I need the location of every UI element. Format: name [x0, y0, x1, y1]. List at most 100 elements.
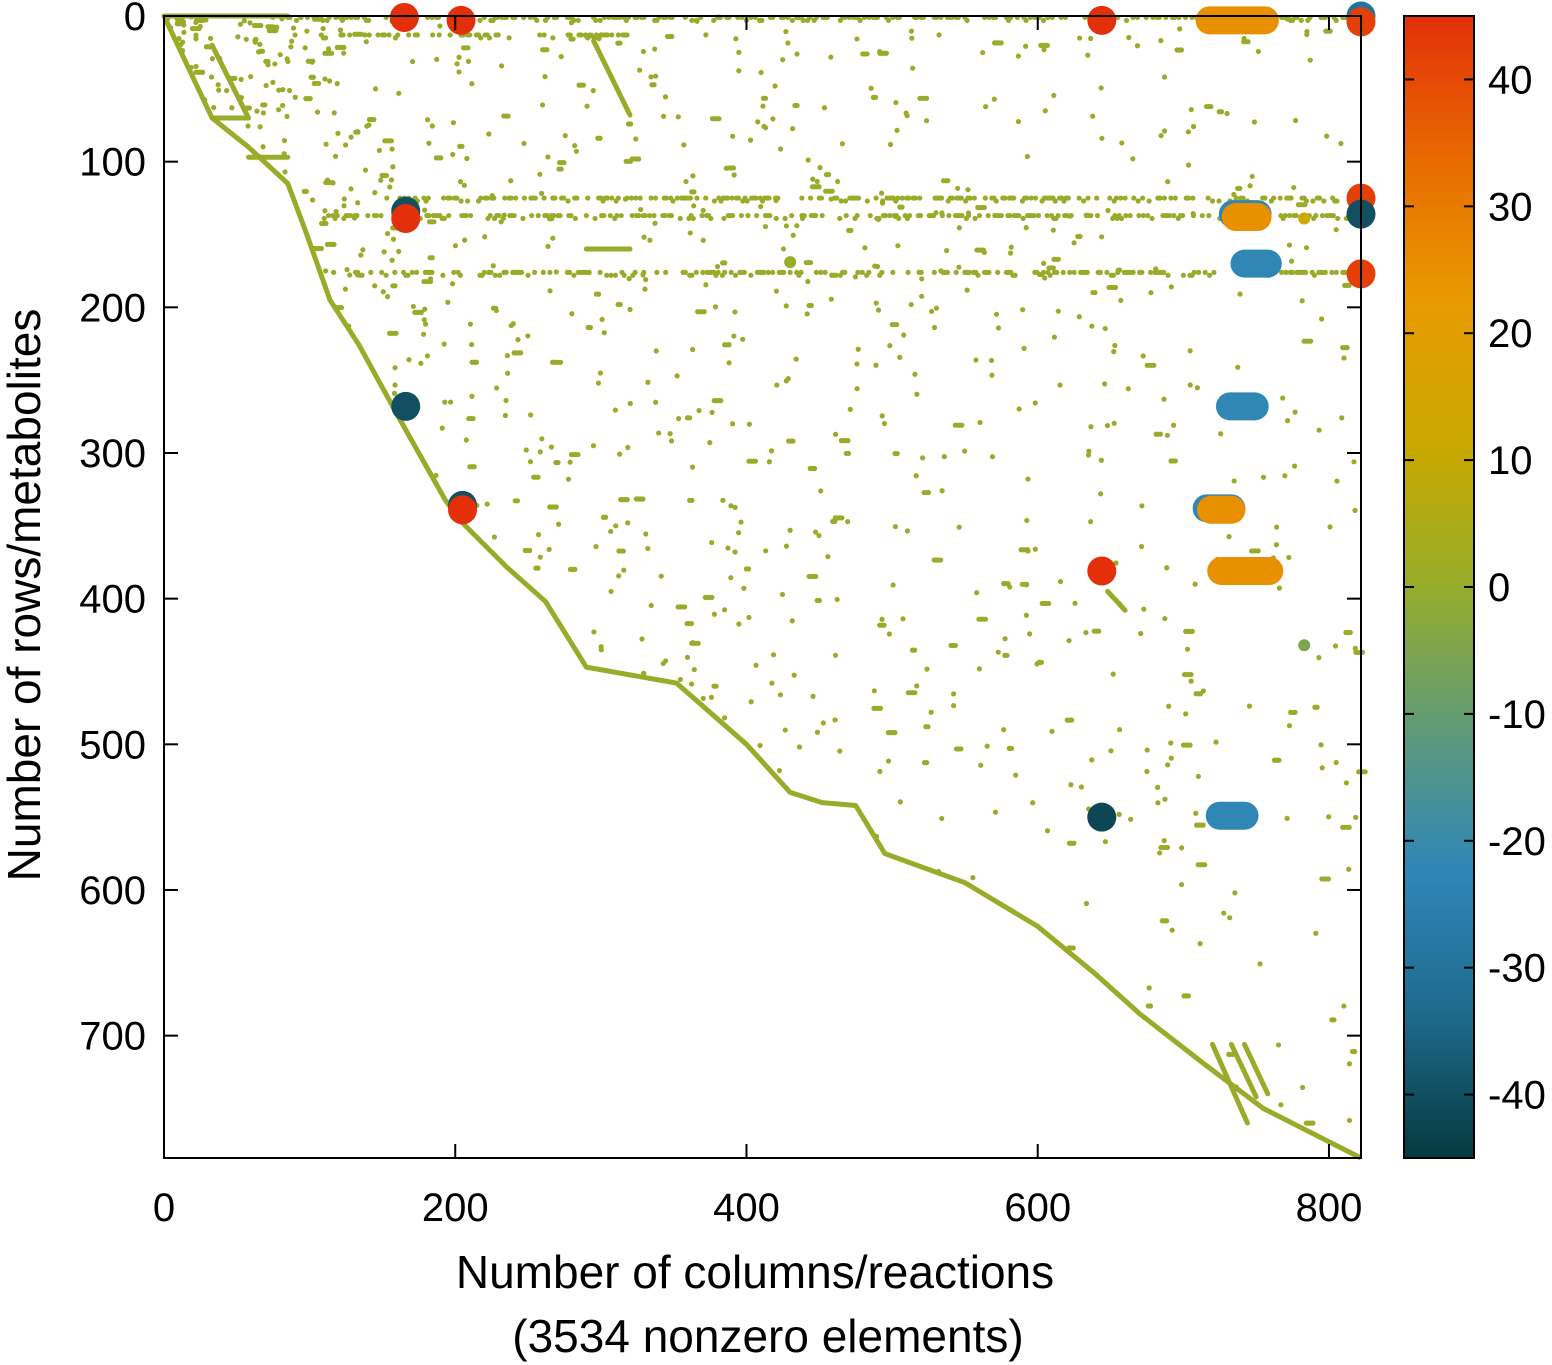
nonzero-dot [521, 195, 528, 201]
colorbar-tick-label: 40 [1488, 58, 1533, 102]
nonzero-dot [624, 32, 630, 38]
nonzero-dot [1161, 195, 1168, 201]
nonzero-dot [938, 268, 944, 274]
nonzero-dot [1209, 198, 1216, 204]
nonzero-dot [986, 269, 992, 275]
nonzero-dot [1326, 814, 1332, 820]
nonzero-dot [1188, 678, 1194, 684]
nonzero-dot [535, 565, 541, 571]
nonzero-dot [392, 283, 398, 289]
nonzero-dot [690, 346, 696, 353]
nonzero-dot [331, 269, 337, 275]
nonzero-dot [912, 647, 918, 653]
nonzero-dot [637, 67, 643, 73]
nonzero-dot [677, 215, 683, 222]
nonzero-dot [1147, 269, 1154, 275]
nonzero-dot [360, 247, 366, 253]
nonzero-dot [1227, 915, 1233, 921]
nonzero-dot [741, 269, 747, 275]
nonzero-dot [1335, 215, 1341, 222]
nonzero-dot [1168, 284, 1174, 290]
nonzero-dot [529, 212, 535, 219]
nonzero-dot [900, 616, 906, 622]
nonzero-dot [1333, 269, 1339, 275]
nonzero-dot [864, 198, 870, 204]
nonzero-dot [450, 151, 456, 158]
nonzero-dot [246, 105, 253, 111]
nonzero-dot [1149, 215, 1155, 222]
nonzero-dot [762, 95, 769, 101]
nonzero-dot [1055, 308, 1061, 314]
large-value-point [1087, 556, 1117, 586]
nonzero-dot [518, 269, 525, 275]
nonzero-dot [1032, 400, 1038, 406]
nonzero-dot [816, 532, 822, 539]
nonzero-dot [773, 215, 779, 222]
nonzero-dot [558, 166, 564, 172]
nonzero-dot [1353, 814, 1359, 821]
nonzero-dot [1178, 881, 1185, 888]
nonzero-dot [458, 198, 464, 204]
nonzero-dot [1179, 845, 1185, 851]
nonzero-dot [1206, 212, 1212, 219]
nonzero-dot [758, 203, 764, 210]
nonzero-dot [1346, 282, 1352, 288]
nonzero-dot [265, 58, 271, 65]
nonzero-dot [694, 195, 700, 201]
colorbar-tick-label: 0 [1488, 566, 1510, 610]
nonzero-dot [1316, 427, 1322, 433]
nonzero-dot [469, 341, 475, 348]
nonzero-dot [1161, 396, 1167, 402]
nonzero-dot [951, 691, 957, 697]
nonzero-dot [787, 269, 793, 275]
nonzero-dot [894, 321, 900, 328]
nonzero-dot [457, 272, 463, 278]
nonzero-dot [193, 36, 199, 42]
nonzero-dot [441, 215, 447, 222]
nonzero-dot [347, 32, 353, 38]
nonzero-dot [391, 390, 398, 396]
nonzero-dot [854, 361, 860, 367]
nonzero-dot [684, 654, 691, 660]
nonzero-dot [794, 102, 800, 109]
nonzero-dot [502, 412, 509, 419]
nonzero-dot [1260, 474, 1267, 480]
nonzero-dot [520, 215, 526, 222]
nonzero-dot [456, 69, 462, 75]
nonzero-dot [728, 269, 734, 275]
nonzero-dot [437, 23, 443, 29]
nonzero-dot [773, 288, 780, 294]
nonzero-dot [1026, 631, 1033, 637]
nonzero-dot [722, 269, 728, 275]
nonzero-dot [561, 159, 567, 166]
nonzero-dot [1351, 459, 1357, 465]
nonzero-dot [580, 82, 586, 88]
nonzero-dot [1104, 269, 1110, 275]
nonzero-dot [604, 32, 611, 38]
nonzero-dot [262, 102, 268, 108]
nonzero-dot [845, 438, 851, 444]
nonzero-dot [700, 695, 706, 701]
nonzero-dot [388, 138, 394, 144]
nonzero-dot [998, 40, 1004, 46]
nonzero-dot [467, 212, 474, 219]
nonzero-dot [762, 223, 769, 230]
nonzero-dot [383, 272, 389, 278]
nonzero-dot [752, 458, 759, 464]
colorbar-tick-label: 10 [1488, 439, 1533, 483]
nonzero-dot [537, 171, 543, 177]
nonzero-dot [372, 283, 378, 289]
plot-marks [161, 1, 1376, 1161]
nonzero-dot [1051, 92, 1057, 99]
nonzero-dot [1147, 1003, 1154, 1009]
nonzero-dot [1041, 47, 1047, 53]
nonzero-dot [351, 215, 358, 221]
nonzero-dot [632, 269, 638, 275]
nonzero-dot [1199, 212, 1205, 219]
nonzero-dot [1008, 244, 1014, 250]
nonzero-dot [1067, 213, 1073, 219]
nonzero-dot [318, 245, 324, 252]
nonzero-dot [1024, 195, 1030, 201]
nonzero-dot [989, 454, 996, 460]
nonzero-dot [1307, 57, 1313, 63]
